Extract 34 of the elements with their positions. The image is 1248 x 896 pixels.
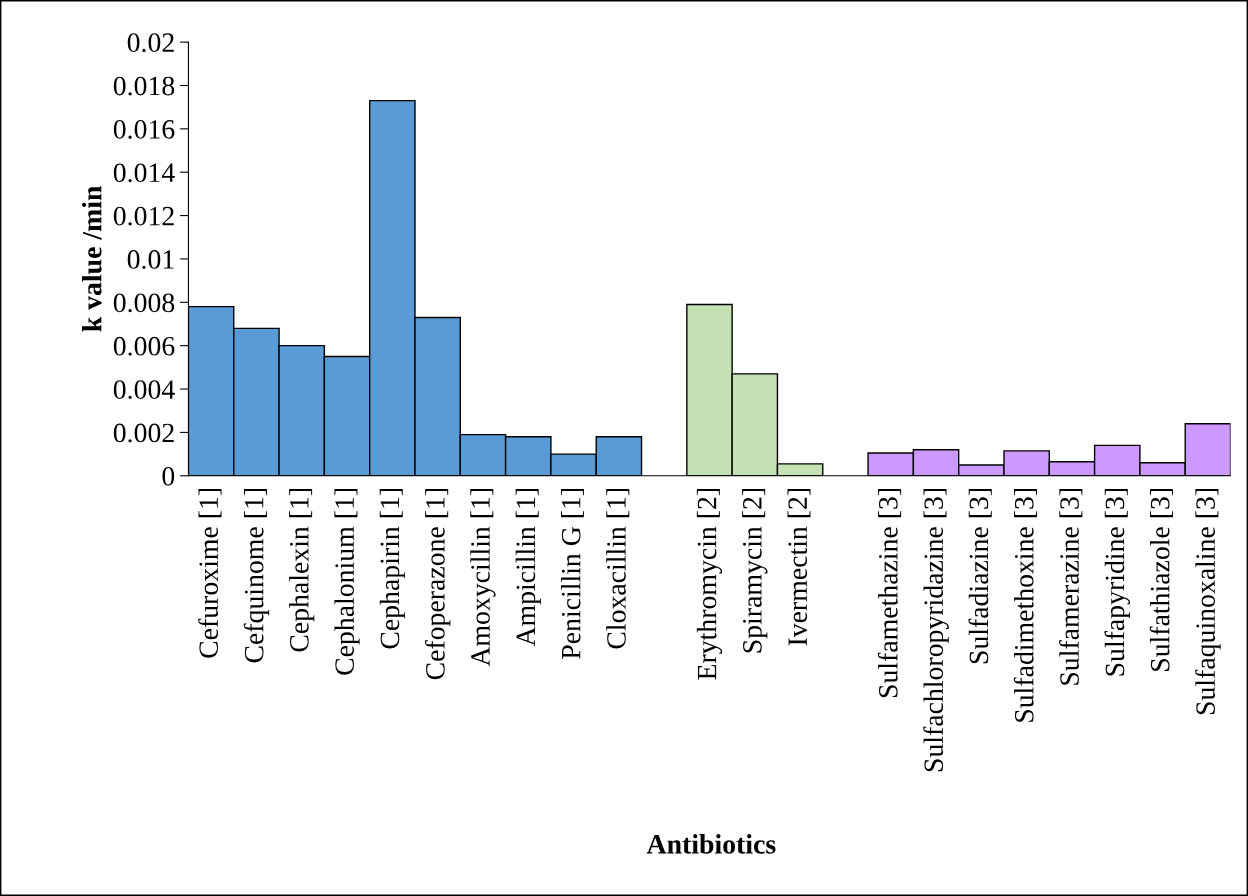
y-tick-label: 0.018 bbox=[113, 76, 175, 96]
x-tick-label: Ivermectin [2] bbox=[787, 488, 811, 646]
y-tick-label: 0.014 bbox=[113, 163, 175, 183]
y-tick-label: 0.004 bbox=[113, 380, 175, 400]
x-tick-label: Spiramycin [2] bbox=[742, 488, 768, 653]
x-tick-label: Cefoperazone [1] bbox=[424, 488, 451, 680]
y-tick-label: 0.016 bbox=[113, 120, 175, 139]
x-tick-label: Cephalonium [1] bbox=[334, 488, 360, 675]
x-tick-label: Penicillin G [1] bbox=[560, 488, 584, 659]
x-tick-label: Sulfapyridine [3] bbox=[1104, 488, 1131, 676]
x-tick-label: Sulfamethazine [3] bbox=[877, 488, 902, 698]
x-tick-label: Cephapirin [1] bbox=[379, 488, 405, 649]
y-tick-label: 0.006 bbox=[113, 336, 175, 356]
x-tick-label: Cefuroxime [1] bbox=[198, 488, 222, 658]
y-axis-title: k value /min bbox=[82, 186, 102, 332]
x-tick-label: Cephalexin [1] bbox=[289, 488, 315, 652]
x-tick-label: Sulfaquinoxaline [3] bbox=[1195, 488, 1221, 715]
x-tick-label: Cefquinome [1] bbox=[243, 488, 270, 663]
y-tick-label: 0.012 bbox=[113, 206, 174, 226]
x-tick-label: Cloxacillin [1] bbox=[606, 488, 630, 649]
x-tick-label: Sulfamerazine [3] bbox=[1059, 488, 1083, 685]
x-tick-label: Sulfathiazole [3] bbox=[1149, 488, 1173, 671]
y-tick-label: 0.02 bbox=[127, 33, 174, 53]
x-tick-label: Sulfachloropyridazine [3] bbox=[923, 488, 949, 772]
x-tick-label: Amoxycillin [1] bbox=[470, 488, 496, 667]
x-axis-title: Antibiotics bbox=[646, 834, 776, 854]
y-tick-label: 0 bbox=[162, 466, 175, 486]
x-tick-label: Erythromycin [2] bbox=[696, 488, 723, 680]
x-tick-label: Sulfadimethoxine [3] bbox=[1013, 488, 1038, 722]
x-tick-label: Ampicillin [1] bbox=[515, 488, 541, 647]
x-tick-label: Sulfadiazine [3] bbox=[968, 488, 992, 664]
y-tick-label: 0.008 bbox=[113, 293, 175, 313]
y-tick-label: 0.01 bbox=[127, 250, 174, 269]
y-tick-label: 0.002 bbox=[113, 423, 174, 443]
